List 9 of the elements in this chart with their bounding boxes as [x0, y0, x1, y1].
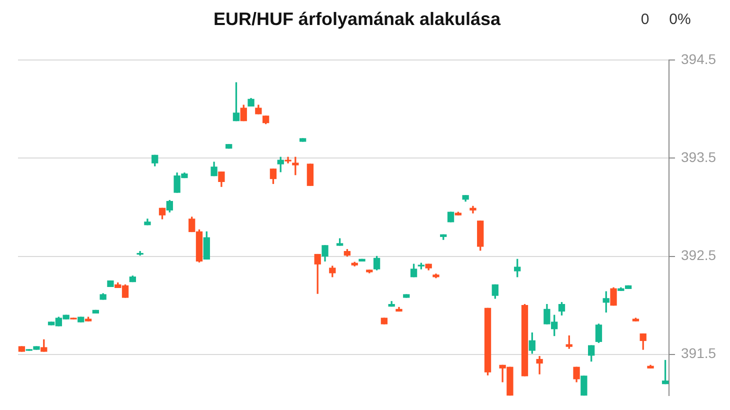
y-tick-label: 391.5	[681, 345, 716, 362]
text: 0	[640, 11, 650, 28]
text: 0%	[668, 11, 692, 28]
candlestick	[284, 156, 292, 164]
y-tick-label: 392.5	[681, 247, 716, 264]
candlestick	[536, 356, 543, 374]
y-tick-label: 393.5	[681, 148, 716, 165]
chart-title: EUR/HUF árfolyamának alakulása	[213, 9, 501, 29]
y-tick-label: 394.5	[681, 50, 716, 67]
